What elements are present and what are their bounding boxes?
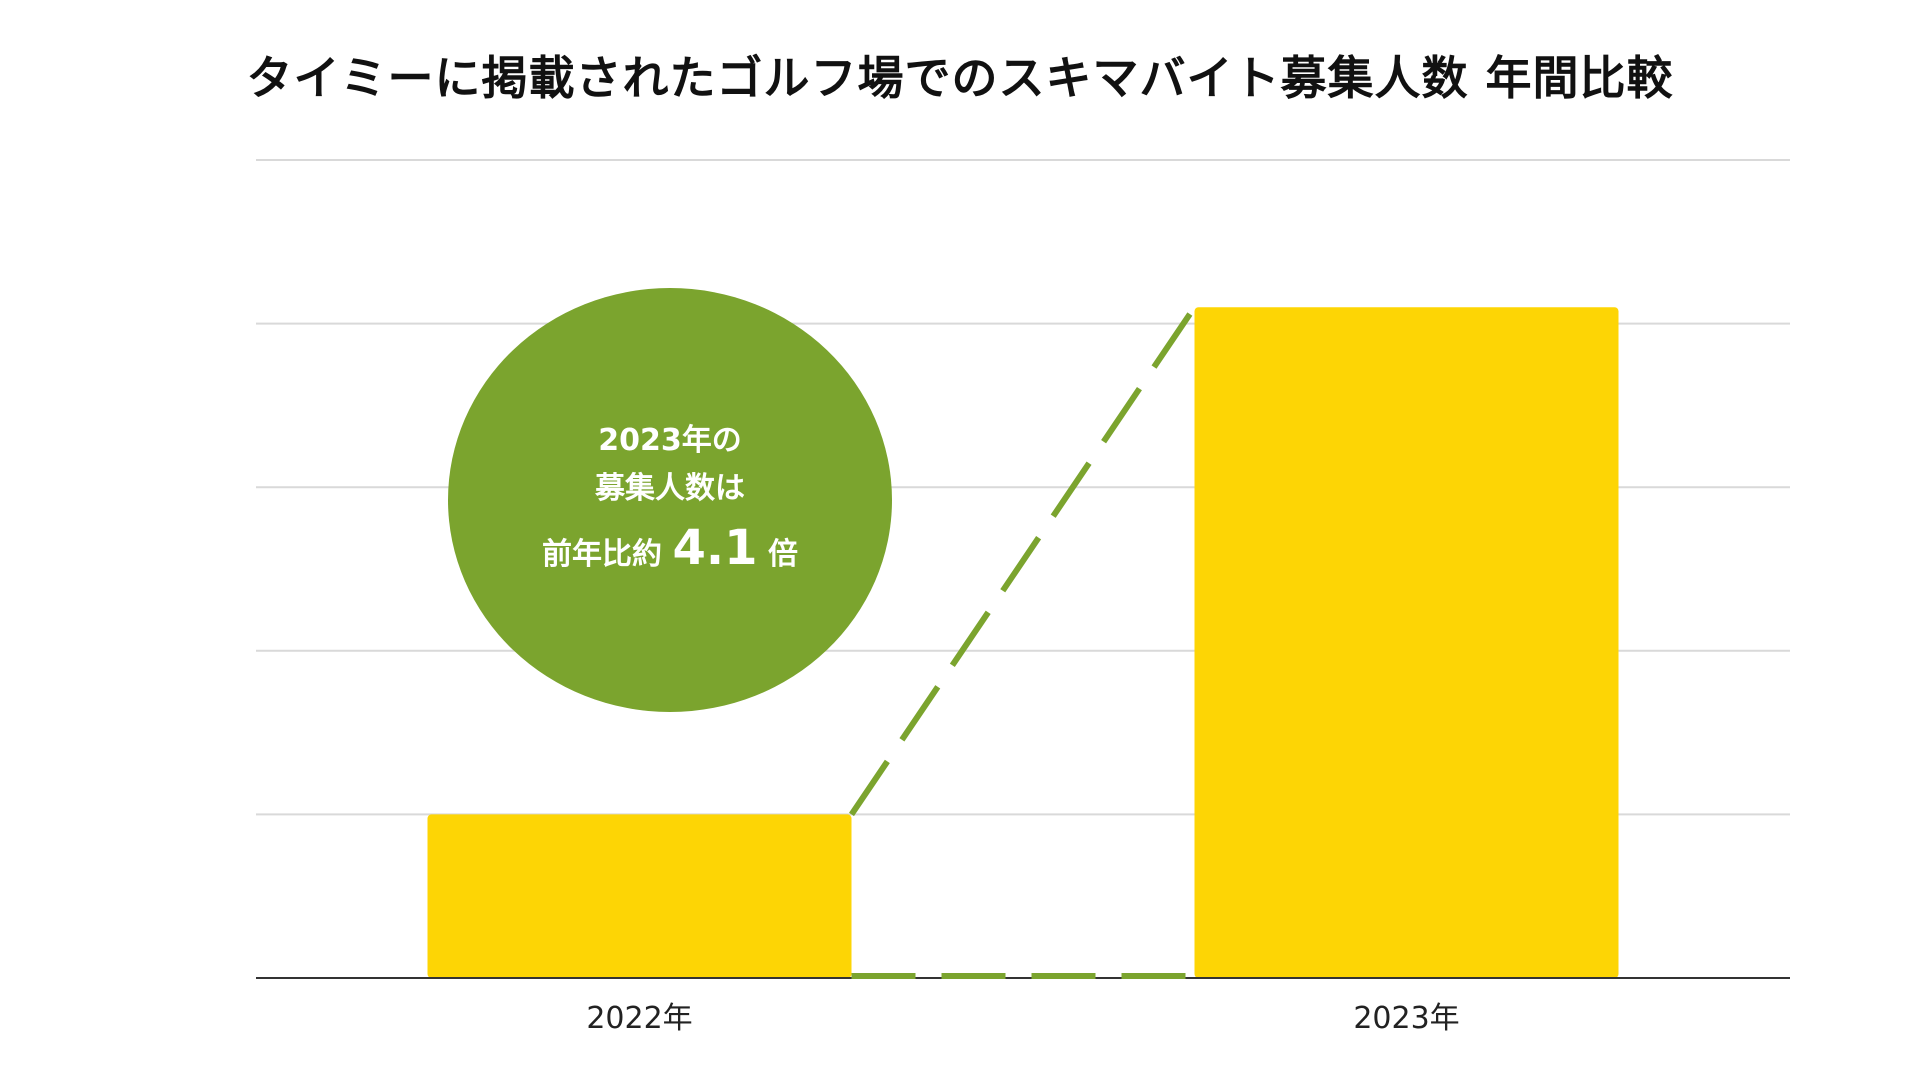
callout-line-1: 2023年の: [598, 423, 742, 458]
growth-callout: 2023年の 募集人数は 前年比約 4.1 倍: [448, 288, 892, 712]
bars: [427, 307, 1619, 978]
callout-ratio-prefix: 前年比約: [542, 537, 662, 572]
growth-connector: [849, 305, 1197, 979]
x-tick-label: 2022年: [586, 1001, 692, 1036]
callout-circle: [448, 288, 892, 712]
x-tick-label: 2023年: [1353, 1001, 1459, 1036]
bar-1: [427, 814, 852, 978]
bar-2: [1194, 307, 1619, 978]
callout-ratio-suffix: 倍: [768, 537, 798, 572]
growth-rise-dash: [849, 305, 1197, 817]
callout-line-2: 募集人数は: [594, 471, 745, 506]
callout-ratio-value: 4.1: [672, 520, 757, 576]
x-tick-labels: 2022年 2023年: [586, 1001, 1459, 1036]
chart-title: タイミーに掲載されたゴルフ場でのスキマバイト募集人数 年間比較: [246, 51, 1674, 105]
callout-line-3: 前年比約 4.1 倍: [542, 520, 798, 576]
